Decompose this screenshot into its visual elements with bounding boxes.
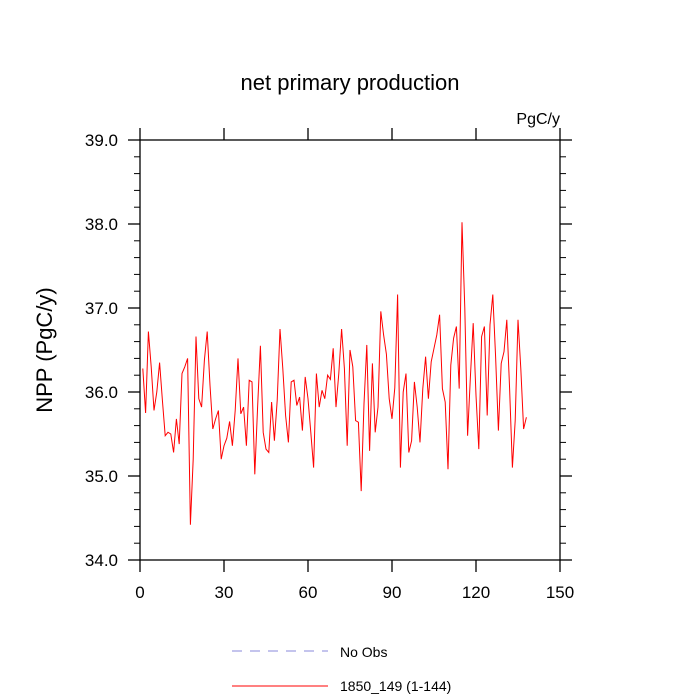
y-tick-label: 37.0 xyxy=(85,299,118,318)
series-group xyxy=(142,222,527,525)
x-tick-label: 0 xyxy=(135,583,144,602)
chart-title: net primary production xyxy=(241,70,460,95)
x-tick-label: 60 xyxy=(299,583,318,602)
y-tick-label: 35.0 xyxy=(85,467,118,486)
x-tick-label: 150 xyxy=(546,583,574,602)
x-tick-labels: 0 30 60 90 120 150 xyxy=(135,583,574,602)
axis-ticks xyxy=(128,128,572,572)
x-tick-label: 120 xyxy=(462,583,490,602)
x-tick-label: 90 xyxy=(383,583,402,602)
series-line xyxy=(142,222,527,525)
y-tick-label: 39.0 xyxy=(85,131,118,150)
plot-frame xyxy=(139,139,561,561)
units-label: PgC/y xyxy=(516,111,560,128)
y-tick-label: 38.0 xyxy=(85,215,118,234)
y-tick-labels: 34.0 35.0 36.0 37.0 38.0 39.0 xyxy=(85,131,118,570)
x-tick-label: 30 xyxy=(215,583,234,602)
legend-label-no-obs: No Obs xyxy=(340,644,387,660)
legend: No Obs 1850_149 (1-144) xyxy=(232,644,451,694)
y-axis-label: NPP (PgC/y) xyxy=(32,287,57,413)
y-tick-label: 36.0 xyxy=(85,383,118,402)
legend-label-series: 1850_149 (1-144) xyxy=(340,678,451,694)
y-tick-label: 34.0 xyxy=(85,551,118,570)
